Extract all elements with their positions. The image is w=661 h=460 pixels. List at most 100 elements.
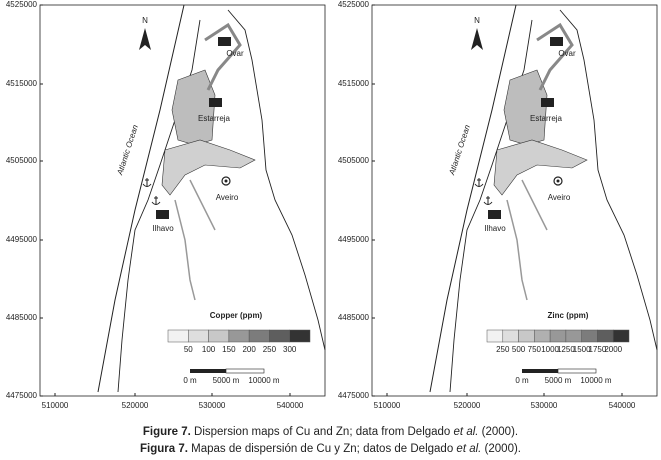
x-tick-label: 510000 bbox=[374, 401, 401, 410]
caption-text: Mapas de dispersión de Cu y Zn; datos de… bbox=[187, 443, 457, 455]
legend-label: 250 bbox=[496, 345, 510, 354]
y-tick-label: 4525000 bbox=[338, 0, 370, 9]
place-label: Aveiro bbox=[548, 193, 571, 202]
caption-en: Figure 7. Dispersion maps of Cu and Zn; … bbox=[0, 426, 661, 438]
caption-label: Figura 7. bbox=[139, 443, 188, 455]
scale-label: 5000 m bbox=[213, 376, 240, 385]
scale-bar bbox=[522, 369, 558, 373]
legend-label: 300 bbox=[283, 345, 297, 354]
legend-swatch bbox=[612, 329, 630, 343]
scale-label: 0 m bbox=[183, 376, 197, 385]
caption-end: (2000). bbox=[478, 426, 519, 438]
legend-label: 100 bbox=[202, 345, 216, 354]
scale-label: 10000 m bbox=[248, 376, 279, 385]
legend-swatch bbox=[188, 329, 209, 343]
land-east bbox=[559, 9, 658, 351]
x-tick-label: 520000 bbox=[454, 401, 481, 410]
legend-swatch bbox=[208, 329, 230, 343]
place-label: Ovar bbox=[558, 49, 576, 58]
lagoon-channel bbox=[204, 22, 242, 91]
map-frame bbox=[39, 4, 326, 397]
legend-label: 200 bbox=[242, 345, 256, 354]
legend-label: 2000 bbox=[604, 345, 622, 354]
caption-es: Figura 7. Mapas de dispersión de Cu y Zn… bbox=[0, 443, 661, 455]
caption-end: (2000). bbox=[481, 443, 521, 455]
city-symbol bbox=[553, 176, 563, 186]
y-tick-label: 4495000 bbox=[6, 235, 38, 244]
legend-swatch bbox=[597, 329, 614, 343]
legend-swatch bbox=[518, 329, 535, 343]
north-arrow bbox=[471, 28, 483, 50]
caption-italic: et al. bbox=[453, 426, 479, 438]
factory-icon bbox=[156, 210, 169, 219]
anchor-icon bbox=[483, 196, 493, 205]
legend-label: 1500 bbox=[573, 345, 591, 354]
caption-text: Dispersion maps of Cu and Zn; data from … bbox=[190, 426, 454, 438]
factory-icon bbox=[550, 37, 563, 46]
map: 4525000 4515000 4505000 4495000 4485000 44750… bbox=[338, 0, 658, 410]
anchor-icon bbox=[474, 178, 484, 187]
x-tick-label: 540000 bbox=[277, 401, 304, 410]
coastline bbox=[97, 4, 185, 393]
factory-icon bbox=[541, 98, 554, 107]
y-tick-label: 4475000 bbox=[6, 391, 38, 400]
x-tick-label: 540000 bbox=[609, 401, 636, 410]
legend-label: 1250 bbox=[557, 345, 575, 354]
legend-label: 150 bbox=[222, 345, 236, 354]
place-label: Aveiro bbox=[216, 193, 239, 202]
x-tick-label: 520000 bbox=[122, 401, 149, 410]
anchor-icon bbox=[151, 196, 161, 205]
place-label: Estarreja bbox=[198, 114, 231, 123]
scale-bar bbox=[557, 368, 597, 374]
north-arrow bbox=[139, 28, 151, 50]
map-frame bbox=[371, 4, 658, 397]
legend-swatch bbox=[486, 329, 504, 343]
lagoon bbox=[503, 69, 548, 146]
legend-swatch bbox=[502, 329, 519, 343]
lagoon bbox=[171, 69, 216, 146]
y-tick-label: 4475000 bbox=[338, 391, 370, 400]
city-symbol bbox=[221, 176, 231, 186]
scale-label: 0 m bbox=[515, 376, 529, 385]
lagoon-south bbox=[493, 139, 588, 196]
city-symbol bbox=[224, 179, 228, 183]
legend-swatch bbox=[549, 329, 567, 343]
legend-swatch bbox=[228, 329, 250, 343]
x-tick-label: 530000 bbox=[199, 401, 226, 410]
anchor-icon bbox=[142, 178, 152, 187]
legend-swatch bbox=[565, 329, 582, 343]
y-tick-label: 4525000 bbox=[6, 0, 38, 9]
y-tick-label: 4505000 bbox=[338, 156, 370, 165]
place-label: Ovar bbox=[226, 49, 244, 58]
channel bbox=[506, 179, 548, 301]
y-tick-label: 4485000 bbox=[6, 313, 38, 322]
place-label: Ilhavo bbox=[152, 224, 174, 233]
factory-icon bbox=[218, 37, 231, 46]
legend-swatch bbox=[581, 329, 598, 343]
lagoon-channel bbox=[536, 22, 574, 91]
channel bbox=[174, 179, 216, 301]
scale-label: 10000 m bbox=[580, 376, 611, 385]
legend-label: 750 bbox=[528, 345, 542, 354]
y-tick-label: 4495000 bbox=[338, 235, 370, 244]
legend-label: 500 bbox=[512, 345, 526, 354]
legend-title: Copper (ppm) bbox=[210, 311, 263, 320]
north-label: N bbox=[474, 16, 480, 25]
factory-icon bbox=[209, 98, 222, 107]
y-tick-label: 4515000 bbox=[338, 79, 370, 88]
north-label: N bbox=[142, 16, 148, 25]
legend-label: 1750 bbox=[589, 345, 607, 354]
legend-swatch bbox=[534, 329, 551, 343]
legend-title: Zinc (ppm) bbox=[548, 311, 589, 320]
place-label: Ilhavo bbox=[484, 224, 506, 233]
coastline bbox=[429, 4, 517, 393]
legend-label: 50 bbox=[184, 345, 193, 354]
caption-italic: et al. bbox=[456, 443, 482, 455]
land-east bbox=[227, 9, 326, 351]
ocean-label: Atlantic Ocean bbox=[447, 123, 472, 177]
scale-bar bbox=[190, 369, 226, 373]
legend-swatch bbox=[269, 329, 290, 343]
legend-label: 250 bbox=[263, 345, 277, 354]
legend-swatch bbox=[167, 329, 189, 343]
